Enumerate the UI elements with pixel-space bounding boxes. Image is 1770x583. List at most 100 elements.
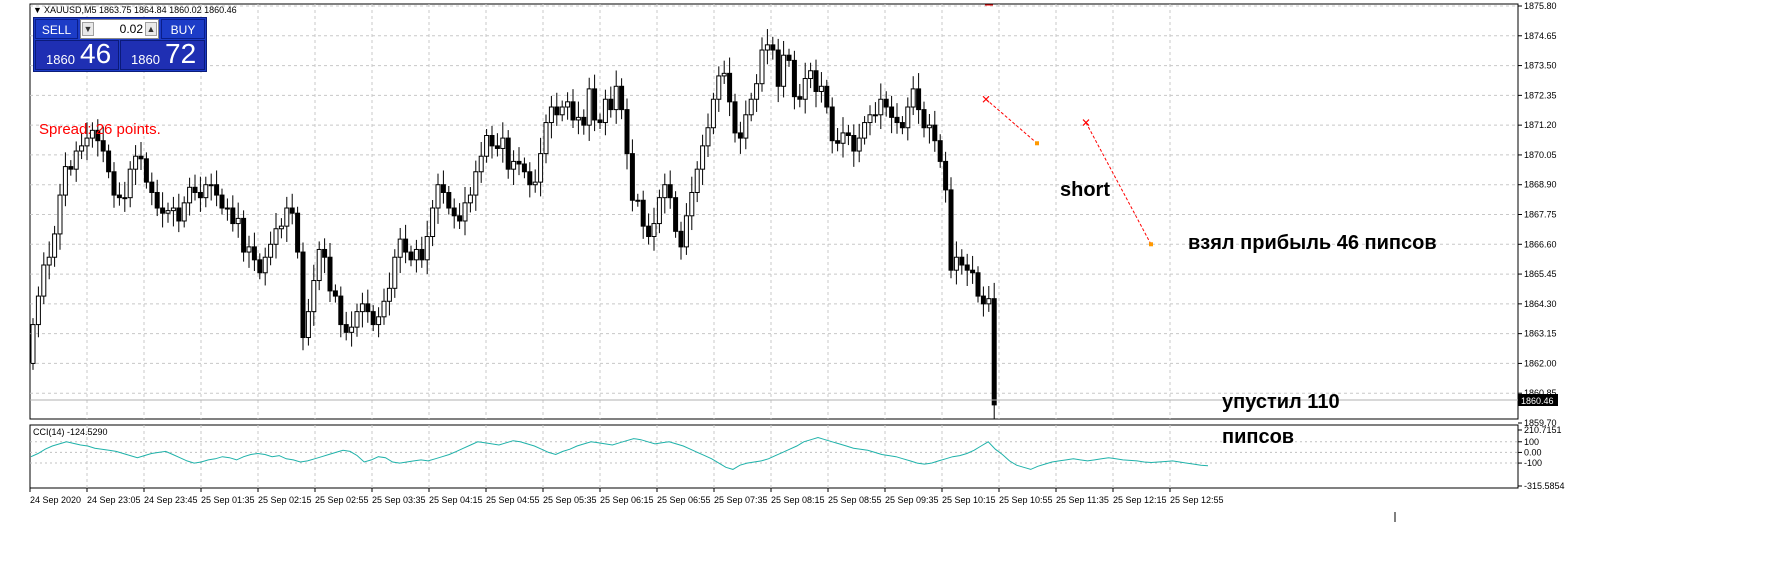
current-price-label-bg — [1518, 394, 1558, 406]
candle-bull — [862, 122, 868, 139]
candle-bear — [457, 215, 463, 222]
candle-bull — [268, 243, 274, 258]
candle-bear — [851, 135, 857, 152]
candle-bull — [316, 248, 322, 282]
chevron-down-icon[interactable]: ▼ — [82, 22, 94, 36]
candle-bull — [413, 248, 419, 261]
candle-bear — [516, 160, 522, 165]
candle-bull — [305, 311, 311, 339]
cci-line — [30, 436, 1209, 470]
annotation-short: short — [1060, 179, 1110, 201]
candle-bear — [322, 248, 328, 258]
candle-bull — [35, 295, 41, 326]
price-axis: 1875.80 1874.65 1873.50 1872.35 1871.20 1870.… — [1518, 1, 1557, 428]
chevron-up-icon[interactable]: ▲ — [145, 22, 157, 36]
ask-price-big: 1860 — [131, 52, 160, 67]
trade-entry-mark — [1082, 119, 1090, 126]
candle-bull — [743, 114, 749, 139]
candle-bear — [295, 212, 301, 253]
candle-bear — [143, 158, 149, 183]
cci-tick-label: 0.00 — [1524, 447, 1542, 457]
bid-price[interactable]: 1860 46 — [35, 38, 119, 70]
candle-bear — [797, 96, 803, 100]
candle-bear — [554, 106, 560, 116]
candle-bear — [116, 194, 122, 199]
candle-bear — [95, 129, 101, 142]
candle-bear — [527, 171, 533, 186]
candle-bull — [133, 155, 139, 170]
candle-bear — [138, 155, 144, 160]
time-tick-label: 25 Sep 06:55 — [657, 495, 711, 505]
candle-bull — [910, 88, 916, 108]
candle-bear — [845, 132, 851, 137]
candle-bull — [187, 186, 193, 204]
candle-bull — [57, 194, 63, 235]
candle-bull — [203, 184, 209, 199]
candle-bear — [959, 256, 965, 266]
cci-tick-label: -315.5854 — [1524, 481, 1565, 491]
candle-bull — [424, 236, 430, 261]
sell-button[interactable]: SELL — [35, 19, 78, 39]
candle-bull — [122, 197, 128, 200]
buy-button[interactable]: BUY — [161, 19, 205, 39]
candle-bear — [829, 106, 835, 142]
trade-exit-mark — [1149, 242, 1153, 247]
candle-bear — [592, 88, 598, 121]
candle-bull — [262, 256, 268, 274]
price-tick-label: 1875.80 — [1524, 1, 1557, 11]
candle-bull — [376, 316, 382, 326]
candle-bull — [532, 181, 538, 186]
time-tick-label: 25 Sep 02:55 — [315, 495, 369, 505]
candle-bull — [359, 303, 365, 313]
candle-bear — [640, 199, 646, 227]
candle-bull — [586, 88, 592, 126]
candle-bull — [381, 300, 387, 318]
time-tick-label: 25 Sep 08:55 — [828, 495, 882, 505]
candle-bull — [764, 44, 770, 51]
time-tick-label: 25 Sep 02:15 — [258, 495, 312, 505]
candle-bear — [100, 140, 106, 152]
candle-bear — [980, 295, 986, 305]
candle-bear — [889, 106, 895, 118]
time-tick-label: 25 Sep 07:35 — [714, 495, 768, 505]
candle-bear — [770, 44, 776, 51]
price-tick-label: 1871.20 — [1524, 120, 1557, 130]
candle-bear — [824, 85, 830, 108]
price-tick-label: 1859.70 — [1524, 418, 1557, 428]
one-click-trading-panel: SELL ▼ ▲ BUY 1860 46 1860 72 — [33, 17, 207, 72]
candle-bear — [835, 140, 841, 144]
candle-bull — [62, 166, 68, 196]
candle-bear — [494, 145, 500, 149]
candle-bull — [856, 137, 862, 152]
trade-lines — [982, 95, 1153, 247]
candle-bull — [79, 145, 85, 152]
candle-bull — [435, 184, 441, 209]
candle-bear — [629, 153, 635, 201]
candle-bull — [710, 98, 716, 129]
lot-size-control: ▼ ▲ — [80, 19, 159, 39]
lot-size-input[interactable] — [95, 21, 143, 37]
candle-bull — [246, 246, 252, 253]
cci-indicator — [30, 436, 1518, 470]
candle-bear — [899, 122, 905, 129]
candle-bear — [883, 98, 889, 108]
candle-bear — [176, 207, 182, 222]
candle-bear — [991, 298, 997, 406]
candle-bear — [192, 186, 198, 193]
time-tick-label: 25 Sep 04:15 — [429, 495, 483, 505]
candlestick-series — [30, 29, 997, 420]
chart-dropdown-icon[interactable]: ▼ — [33, 5, 42, 15]
candle-bear — [521, 163, 527, 173]
candle-bear — [948, 189, 954, 271]
candle-bull — [867, 114, 873, 124]
candle-bull — [386, 287, 392, 302]
candle-bull — [89, 129, 95, 139]
price-tick-label: 1872.35 — [1524, 90, 1557, 100]
candle-bull — [548, 106, 554, 124]
ask-price[interactable]: 1860 72 — [120, 38, 205, 70]
candle-bull — [467, 194, 473, 204]
candle-bull — [278, 225, 284, 230]
candle-bull — [694, 168, 700, 193]
candle-bear — [667, 184, 673, 199]
